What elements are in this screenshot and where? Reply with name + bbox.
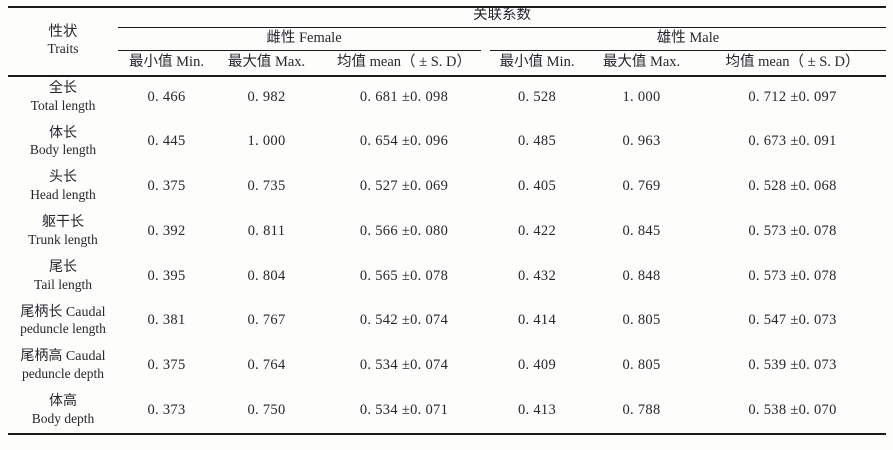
- cell-female-mean: 0. 654 ±0. 096: [359, 133, 449, 150]
- cell-male-min: 0. 422: [517, 222, 557, 239]
- trait-label: 尾柄高 Caudal peduncle depth: [8, 344, 118, 389]
- cell-male-min: 0. 485: [517, 133, 557, 150]
- cell-male-max: 0. 769: [622, 178, 661, 195]
- trait-label-line1: 尾柄长 Caudal: [20, 304, 106, 320]
- cell-male-min: 0. 405: [517, 178, 557, 195]
- col-header-female-min: 最小值 Min.: [129, 53, 204, 70]
- cell-female-min: 0. 381: [147, 312, 186, 329]
- col-header-male-min: 最小值 Min.: [499, 53, 575, 70]
- cell-male-mean: 0. 573 ±0. 078: [748, 222, 837, 239]
- cell-male-max: 0. 845: [622, 222, 661, 239]
- trait-label-line1: 全长: [49, 80, 77, 96]
- trait-label-line1: 体长: [49, 125, 77, 141]
- trait-label-line2: Body depth: [31, 410, 95, 426]
- trait-label: 躯干长 Trunk length: [8, 209, 118, 254]
- cell-female-max: 0. 764: [247, 357, 286, 374]
- cell-male-mean: 0. 673 ±0. 091: [748, 133, 837, 150]
- cell-female-max: 0. 982: [247, 88, 286, 105]
- cell-male-max: 0. 805: [622, 312, 661, 329]
- trait-label: 体长 Body length: [8, 120, 118, 165]
- cell-female-mean: 0. 566 ±0. 080: [359, 222, 449, 239]
- col-header-male-max: 最大值 Max.: [602, 53, 681, 70]
- cell-female-max: 0. 750: [247, 401, 286, 418]
- trait-label-line2: Tail length: [34, 276, 92, 292]
- cell-male-min: 0. 413: [517, 401, 557, 418]
- trait-label-line1: 尾柄高 Caudal: [20, 349, 106, 365]
- span-header-underline: [118, 27, 886, 28]
- cell-male-mean: 0. 538 ±0. 070: [748, 401, 837, 418]
- cell-female-mean: 0. 565 ±0. 078: [359, 267, 449, 284]
- cell-female-max: 1. 000: [247, 133, 286, 150]
- trait-header-zh: 性状: [48, 23, 78, 40]
- cell-female-mean: 0. 534 ±0. 074: [359, 357, 449, 374]
- cell-male-max: 0. 963: [622, 133, 661, 150]
- trait-label-line2: peduncle depth: [21, 366, 105, 382]
- span-header-correlation-coefficient: 关联系数: [473, 7, 531, 23]
- cell-male-min: 0. 432: [517, 267, 557, 284]
- cell-female-min: 0. 373: [147, 401, 186, 418]
- cell-female-min: 0. 375: [147, 357, 186, 374]
- trait-label-line1: 头长: [49, 170, 77, 186]
- cell-male-mean: 0. 573 ±0. 078: [748, 267, 837, 284]
- cell-female-min: 0. 375: [147, 178, 186, 195]
- cell-male-mean: 0. 528 ±0. 068: [748, 178, 837, 195]
- cell-male-mean: 0. 712 ±0. 097: [748, 88, 837, 105]
- trait-label-line1: 躯干长: [42, 215, 84, 231]
- trait-label: 头长 Head length: [8, 165, 118, 210]
- cell-male-mean: 0. 539 ±0. 073: [748, 357, 837, 374]
- female-group-underline: [118, 50, 481, 51]
- trait-label-line2: Body length: [29, 142, 97, 158]
- group-header-male: 雄性 Male: [656, 29, 720, 46]
- cell-female-max: 0. 767: [247, 312, 286, 329]
- table-top-rule: [8, 6, 886, 8]
- trait-label: 尾长 Tail length: [8, 254, 118, 299]
- trait-column-header: 性状 Traits: [8, 6, 118, 75]
- cell-female-mean: 0. 681 ±0. 098: [359, 88, 449, 105]
- trait-label: 全长 Total length: [8, 75, 118, 120]
- group-header-female: 雌性 Female: [266, 29, 342, 46]
- cell-female-mean: 0. 542 ±0. 074: [359, 312, 449, 329]
- cell-female-mean: 0. 534 ±0. 071: [359, 401, 449, 418]
- trait-label-line2: Head length: [30, 187, 96, 203]
- cell-male-min: 0. 409: [517, 357, 557, 374]
- trait-header-en: Traits: [47, 41, 79, 57]
- cell-male-min: 0. 414: [517, 312, 557, 329]
- cell-male-max: 0. 848: [622, 267, 661, 284]
- cell-female-min: 0. 466: [147, 88, 186, 105]
- male-group-underline: [490, 50, 886, 51]
- cell-female-mean: 0. 527 ±0. 069: [359, 178, 449, 195]
- correlation-table: 性状 Traits 关联系数 雌性 Female 雄性 Male 最小值 Min…: [8, 6, 886, 435]
- cell-female-max: 0. 811: [247, 222, 286, 239]
- trait-label-line1: 体高: [49, 394, 77, 410]
- header-bottom-rule: [8, 75, 886, 77]
- col-header-female-mean: 均值 mean（ ± S. D）: [336, 53, 472, 70]
- cell-female-min: 0. 445: [147, 133, 186, 150]
- trait-label-line1: 尾长: [49, 259, 77, 275]
- col-header-female-max: 最大值 Max.: [227, 53, 306, 70]
- cell-female-min: 0. 395: [147, 267, 186, 284]
- cell-male-mean: 0. 547 ±0. 073: [748, 312, 837, 329]
- cell-female-min: 0. 392: [147, 222, 186, 239]
- cell-male-max: 0. 788: [622, 401, 661, 418]
- trait-label-line2: Trunk length: [28, 231, 98, 247]
- table-header: 性状 Traits 关联系数 雌性 Female 雄性 Male 最小值 Min…: [8, 6, 886, 75]
- trait-label: 体高 Body depth: [8, 388, 118, 433]
- cell-male-max: 0. 805: [622, 357, 661, 374]
- table-bottom-rule: [8, 433, 886, 435]
- cell-female-max: 0. 804: [247, 267, 286, 284]
- cell-male-min: 0. 528: [517, 88, 557, 105]
- cell-female-max: 0. 735: [247, 178, 286, 195]
- trait-label: 尾柄长 Caudal peduncle length: [8, 299, 118, 344]
- col-header-male-mean: 均值 mean（ ± S. D）: [725, 53, 860, 70]
- trait-label-line2: peduncle length: [20, 321, 106, 337]
- trait-label-line2: Total length: [30, 97, 96, 113]
- cell-male-max: 1. 000: [622, 88, 661, 105]
- table-body: 全长 Total length 0. 466 0. 982 0. 681 ±0.…: [8, 75, 886, 433]
